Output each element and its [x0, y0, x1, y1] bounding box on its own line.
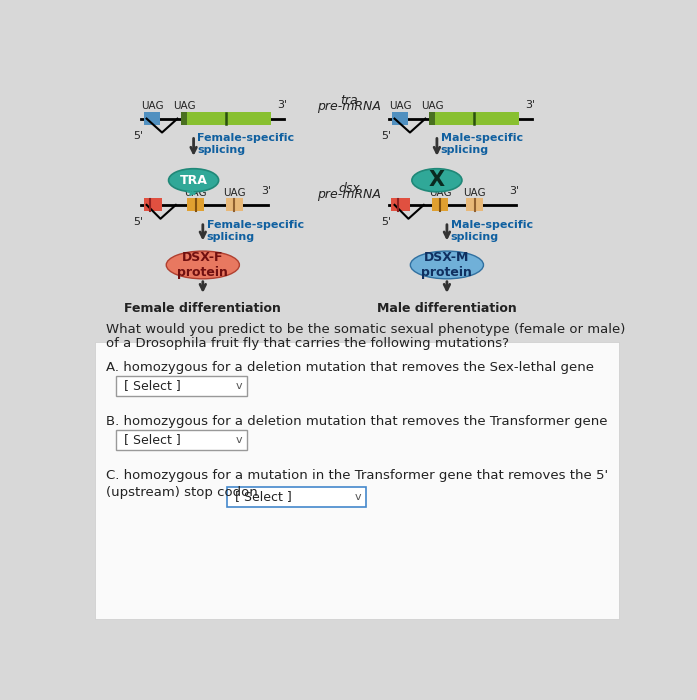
- Text: Male-specific
splicing: Male-specific splicing: [451, 220, 533, 242]
- Text: UAG: UAG: [141, 102, 164, 111]
- Text: B. homozygous for a deletion mutation that removes the Transformer gene: B. homozygous for a deletion mutation th…: [106, 415, 607, 428]
- Bar: [144, 112, 160, 125]
- Bar: [116, 376, 247, 396]
- Text: UAG: UAG: [173, 102, 196, 111]
- Text: TRA: TRA: [180, 174, 208, 187]
- Bar: [392, 112, 408, 125]
- Bar: [431, 198, 448, 211]
- Bar: [144, 198, 162, 211]
- Text: DSX-F
protein: DSX-F protein: [178, 251, 228, 279]
- Ellipse shape: [411, 251, 484, 279]
- Text: 3': 3': [525, 100, 535, 110]
- Text: v: v: [236, 381, 243, 391]
- Text: [ Select ]: [ Select ]: [235, 490, 292, 503]
- Bar: [392, 198, 410, 211]
- Text: 3': 3': [510, 186, 520, 197]
- Bar: [466, 198, 483, 211]
- Bar: [429, 112, 435, 125]
- Bar: [187, 198, 204, 211]
- Text: 5': 5': [133, 217, 143, 228]
- Text: X: X: [429, 170, 445, 190]
- Text: Male-specific
splicing: Male-specific splicing: [441, 133, 523, 155]
- Text: v: v: [355, 491, 362, 502]
- Bar: [116, 430, 247, 450]
- Text: 5': 5': [381, 217, 391, 228]
- Text: tra: tra: [340, 94, 358, 107]
- Bar: [181, 112, 270, 125]
- Text: [ Select ]: [ Select ]: [123, 379, 181, 392]
- Bar: [227, 486, 366, 507]
- Text: of a Drosophila fruit fly that carries the following mutations?: of a Drosophila fruit fly that carries t…: [106, 337, 509, 349]
- Text: dsx: dsx: [338, 182, 360, 195]
- Bar: [181, 112, 187, 125]
- Text: UAG: UAG: [223, 188, 246, 197]
- Text: Female-specific
splicing: Female-specific splicing: [207, 220, 304, 242]
- Text: v: v: [236, 435, 243, 444]
- Text: Female differentiation: Female differentiation: [124, 302, 282, 315]
- Text: DSX-M
protein: DSX-M protein: [422, 251, 473, 279]
- Text: UAG: UAG: [390, 102, 412, 111]
- Text: UAG: UAG: [421, 102, 443, 111]
- Text: A. homozygous for a deletion mutation that removes the Sex-lethal gene: A. homozygous for a deletion mutation th…: [106, 361, 594, 374]
- Text: (upstream) stop codon: (upstream) stop codon: [106, 486, 258, 499]
- Ellipse shape: [167, 251, 239, 279]
- Bar: [429, 112, 519, 125]
- Text: What would you predict to be the somatic sexual phenotype (female or male): What would you predict to be the somatic…: [106, 323, 625, 336]
- Bar: [95, 342, 620, 620]
- Text: UAG: UAG: [464, 188, 486, 197]
- Text: Male differentiation: Male differentiation: [377, 302, 516, 315]
- Text: pre-mRNA: pre-mRNA: [317, 188, 381, 201]
- Text: C. homozygous for a mutation in the Transformer gene that removes the 5': C. homozygous for a mutation in the Tran…: [106, 469, 608, 482]
- Text: 5': 5': [381, 131, 391, 141]
- Text: 3': 3': [277, 100, 287, 110]
- Ellipse shape: [412, 169, 462, 192]
- Bar: [226, 198, 243, 211]
- Text: UAG: UAG: [185, 188, 207, 197]
- Text: [ Select ]: [ Select ]: [123, 433, 181, 446]
- Text: 5': 5': [133, 131, 143, 141]
- Text: UAG: UAG: [429, 188, 451, 197]
- Text: 3': 3': [261, 186, 272, 197]
- Ellipse shape: [169, 169, 219, 192]
- Text: pre-mRNA: pre-mRNA: [317, 100, 381, 113]
- Text: Female-specific
splicing: Female-specific splicing: [197, 133, 295, 155]
